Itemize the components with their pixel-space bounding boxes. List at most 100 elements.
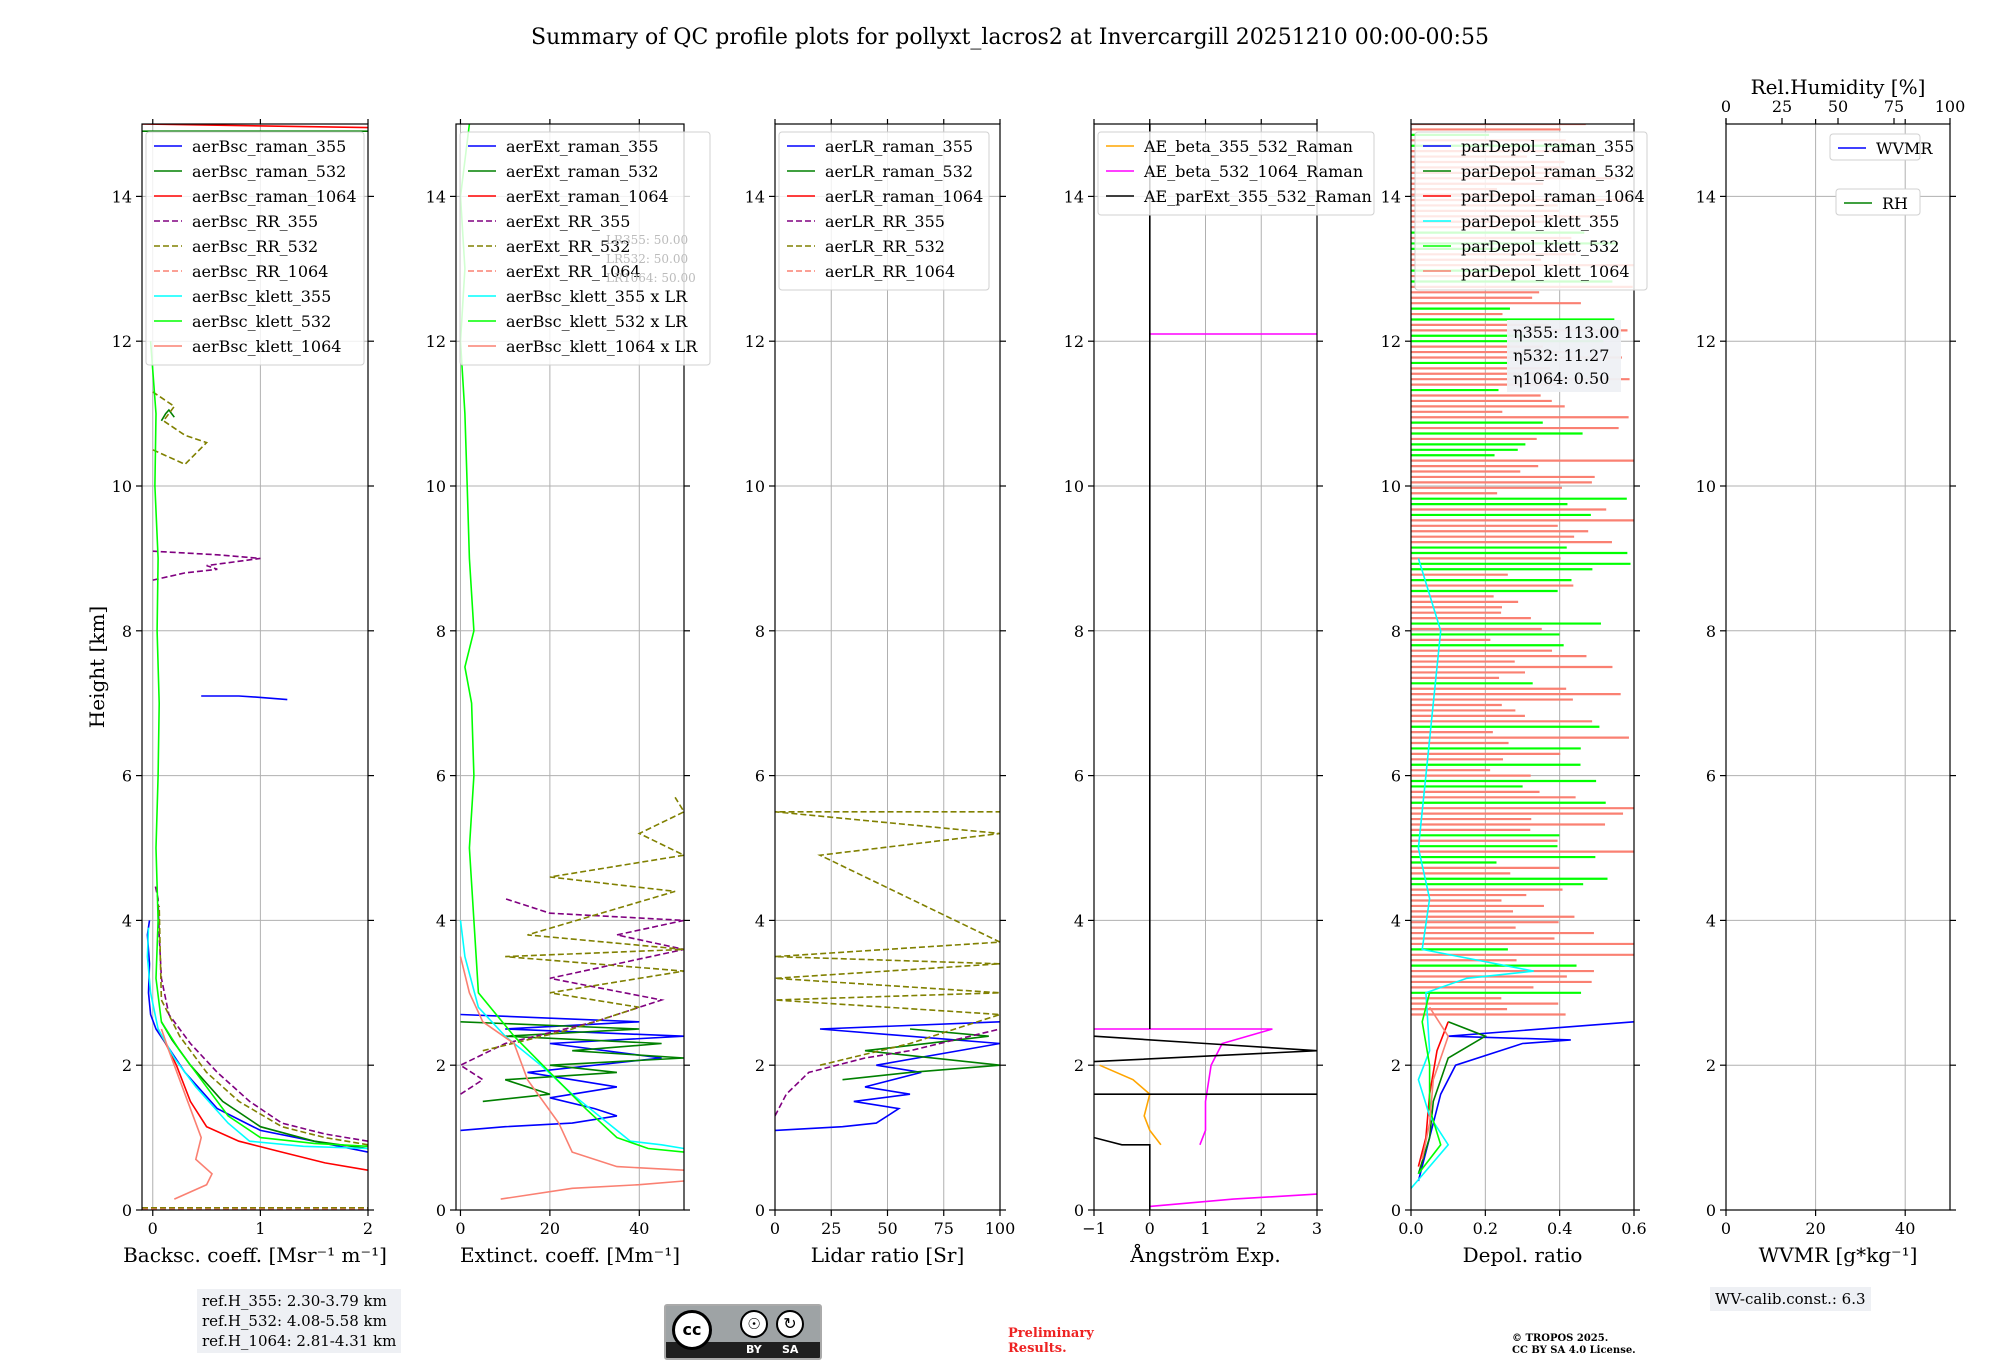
x-axis-label: Lidar ratio [Sr]	[811, 1243, 965, 1267]
series-aerBsc-klett-1064-x-LR	[500, 1180, 684, 1200]
legend-box	[1835, 188, 1921, 216]
y-tick-label: 12	[1381, 332, 1401, 351]
y-tick-label: 12	[426, 332, 446, 351]
legend-entry-label: aerLR_RR_1064	[825, 262, 955, 281]
legend-box	[1829, 133, 1921, 161]
reference-heights-box: ref.H_355: 2.30-3.79 km ref.H_532: 4.08-…	[197, 1289, 402, 1353]
y-tick-label: 12	[1696, 332, 1716, 351]
preliminary-line-2: Results.	[1008, 1341, 1067, 1356]
panel-water-vapour: 0 20 40 0 2 4 6 8 10 12 14 WVMR [g*kg⁻¹] 0 25 50 75 100 R…	[1696, 75, 1966, 1267]
inset-text: η355: 113.00	[1513, 323, 1620, 342]
y-tick-label: 12	[1064, 332, 1084, 351]
legend-entry-label: aerLR_raman_1064	[825, 187, 983, 206]
legend-entry-label: parDepol_raman_532	[1461, 162, 1634, 181]
x-axis-label: Ångström Exp.	[1129, 1242, 1280, 1267]
series-aerBsc-RR-532	[152, 391, 209, 466]
x-tick-label: 20	[540, 1219, 560, 1238]
y-tick-label: 8	[1074, 622, 1084, 641]
legend-entry-label: AE_parExt_355_532_Raman	[1143, 187, 1372, 206]
y-tick-label: 14	[745, 187, 765, 206]
series-AE-beta-532-1064-Raman	[1149, 1193, 1317, 1208]
x-tick-label: 1	[1200, 1219, 1210, 1238]
y-tick-label: 8	[1706, 622, 1716, 641]
legend-entry-label: aerBsc_raman_355	[192, 137, 346, 156]
x-tick-label: 3	[1312, 1219, 1322, 1238]
y-tick-label: 6	[436, 767, 446, 786]
series-AE-beta-355-532-Raman	[1099, 1064, 1162, 1146]
y-tick-label: 4	[1706, 911, 1716, 930]
copyright-line-1: © TROPOS 2025.	[1512, 1333, 1609, 1344]
y-tick-label: 10	[426, 477, 446, 496]
y-axis-label: Height [km]	[85, 606, 109, 728]
series-AE-parExt-355-532-Raman	[1094, 1136, 1151, 1210]
x-axis-label: Extinct. coeff. [Mm⁻¹]	[460, 1243, 680, 1267]
inset-text: LR1064: 50.00	[606, 271, 696, 285]
series-aerBsc-klett-1064-x-LR	[459, 956, 684, 1171]
legend-box	[778, 131, 990, 291]
series-parDepol-klett-1064	[1421, 1006, 1450, 1160]
inset-text: η1064: 0.50	[1513, 369, 1609, 388]
x-tick-label: −1	[1082, 1219, 1106, 1238]
legend-entry-label: aerBsc_raman_1064	[192, 187, 357, 206]
series-AE-beta-532-1064-Raman	[1094, 1028, 1273, 1146]
series-aerExt-raman-532	[460, 1021, 684, 1103]
legend-entry-label: parDepol_raman_355	[1461, 137, 1634, 156]
legend-entry-label: AE_beta_532_1064_Raman	[1143, 162, 1363, 181]
series-aerBsc-klett-1064	[160, 1028, 213, 1200]
legend-entry-label: aerExt_RR_1064	[506, 262, 641, 281]
panel-extinction: 0 20 40 0 2 4 6 8 10 12 14 Extinct. coeff. [Mm⁻¹] ae…	[426, 119, 711, 1267]
legend-entry-label: aerBsc_klett_532 x LR	[506, 312, 688, 331]
x-tick-label: 0	[455, 1219, 465, 1238]
series-aerExt-RR-355	[458, 897, 684, 1095]
x-tick-label: 1	[255, 1219, 265, 1238]
top-x-tick-label: 25	[1772, 97, 1792, 116]
y-tick-label: 2	[1391, 1056, 1401, 1075]
y-tick-label: 6	[755, 767, 765, 786]
y-tick-label: 8	[122, 622, 132, 641]
y-tick-label: 14	[112, 187, 132, 206]
y-tick-label: 0	[1706, 1201, 1716, 1220]
series-aerBsc-raman-355	[201, 695, 288, 701]
series-parDepol-raman-355	[1417, 1021, 1634, 1182]
legend-entry-label: aerBsc_klett_1064	[192, 337, 341, 356]
x-axis-label: Depol. ratio	[1463, 1243, 1583, 1267]
legend-entry-label: aerExt_RR_532	[506, 237, 630, 256]
cc-by-label: BY	[746, 1343, 762, 1356]
top-x-axis-label: Rel.Humidity [%]	[1751, 75, 1926, 99]
inset-text: η532: 11.27	[1513, 346, 1609, 365]
wv-calibration-box: WV-calib.const.: 6.3	[1710, 1287, 1871, 1311]
y-tick-label: 8	[755, 622, 765, 641]
legend-entry-label: parDepol_klett_355	[1461, 212, 1619, 231]
top-x-tick-label: 50	[1828, 97, 1848, 116]
legend-box	[1097, 131, 1375, 216]
y-tick-label: 0	[122, 1201, 132, 1220]
x-tick-label: 75	[934, 1219, 954, 1238]
y-tick-label: 10	[1064, 477, 1084, 496]
legend-entry-label: aerBsc_RR_355	[192, 212, 318, 231]
x-axis-label: Backsc. coeff. [Msr⁻¹ m⁻¹]	[123, 1243, 387, 1267]
legend-entry-label: aerLR_raman_532	[825, 162, 973, 181]
preliminary-results-note: Preliminary Results.	[1008, 1326, 1094, 1356]
top-x-tick-label: 100	[1935, 97, 1966, 116]
y-tick-label: 6	[1391, 767, 1401, 786]
legend-entry-label: aerExt_RR_355	[506, 212, 630, 231]
x-tick-label: 0.4	[1547, 1219, 1572, 1238]
y-tick-label: 14	[1696, 187, 1716, 206]
y-tick-label: 10	[745, 477, 765, 496]
legend-entry-label: WVMR	[1876, 139, 1933, 158]
series-aerBsc-raman-532	[160, 1021, 368, 1150]
y-tick-label: 4	[436, 911, 446, 930]
y-tick-label: 14	[1381, 187, 1401, 206]
legend-entry-label: aerBsc_raman_532	[192, 162, 346, 181]
x-tick-label: 2	[1256, 1219, 1266, 1238]
y-tick-label: 10	[1381, 477, 1401, 496]
x-tick-label: 40	[629, 1219, 649, 1238]
series-aerBsc-RR-355	[152, 550, 261, 581]
legend-entry-label: aerBsc_klett_1064 x LR	[506, 337, 698, 356]
axes-frame	[141, 123, 369, 1211]
series-AE-parExt-355-532-Raman	[1094, 1035, 1317, 1063]
y-tick-label: 4	[755, 911, 765, 930]
series-parDepol-raman-532	[1417, 1021, 1488, 1175]
y-tick-label: 6	[122, 767, 132, 786]
ref-height-532: ref.H_532: 4.08-5.58 km	[202, 1312, 387, 1330]
